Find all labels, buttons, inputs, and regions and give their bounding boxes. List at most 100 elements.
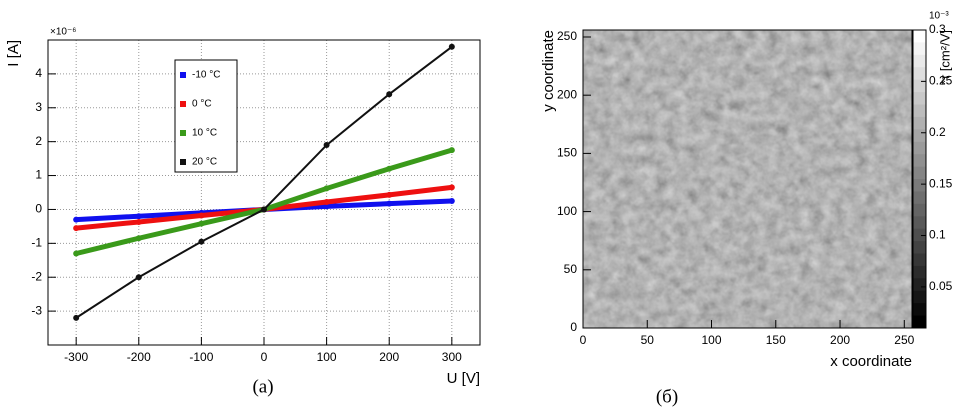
colorbar-band (913, 216, 926, 230)
colorbar-tick-label: 0.15 (929, 176, 953, 190)
colorbar-band (913, 203, 926, 217)
legend-label: 20 °C (192, 157, 217, 168)
legend (174, 59, 238, 173)
y-tick-label: -1 (31, 236, 42, 250)
colorbar-band (913, 92, 926, 105)
colorbar-band (913, 30, 926, 43)
colorbar-band (913, 265, 926, 279)
colorbar-band (913, 141, 926, 155)
data-point (198, 220, 205, 227)
y-tick-label: 1 (35, 168, 42, 182)
colorbar-band (913, 129, 926, 143)
colorbar-band (913, 241, 926, 254)
data-point (261, 206, 267, 213)
y-tick-label: 200 (557, 87, 577, 101)
colorbar-band (913, 303, 926, 317)
colorbar-label: *τ [cm²/V] (937, 30, 952, 85)
data-point (386, 191, 393, 198)
legend-label: -10 °C (192, 70, 220, 81)
y-tick-label: 100 (557, 204, 577, 218)
colorbar-band (913, 104, 926, 118)
x-tick-label: 250 (894, 333, 914, 347)
colorbar-tick-label: 0.2 (929, 125, 946, 139)
plot-frame (582, 29, 913, 329)
data-point (448, 147, 455, 154)
data-point (198, 238, 205, 245)
data-point (198, 212, 205, 219)
y-tick-label: 4 (35, 66, 42, 80)
y-tick-label: 50 (564, 262, 578, 276)
colorbar-band (913, 42, 926, 56)
data-point (73, 225, 80, 232)
x-tick-label: 0 (261, 350, 268, 364)
caption: (a) (252, 376, 273, 397)
colorbar-band (913, 67, 926, 81)
colorbar-frame (912, 29, 927, 329)
y-tick-label: 3 (35, 100, 42, 114)
legend-swatch (180, 72, 186, 78)
data-point (323, 198, 330, 205)
y-multiplier: ×10⁻⁶ (50, 27, 76, 38)
y-tick-label: 0 (35, 202, 42, 216)
x-tick-label: 0 (580, 333, 587, 347)
legend-swatch (180, 130, 186, 136)
x-tick-label: -100 (189, 350, 213, 364)
y-axis-label: I [A] (5, 40, 22, 67)
colorbar-band (913, 191, 926, 205)
y-tick-label: -2 (31, 269, 42, 283)
data-point (135, 213, 142, 220)
legend-label: 10 °C (192, 128, 217, 139)
colorbar-tick-label: 0.3 (929, 22, 946, 36)
colorbar-tick-label: 0.1 (929, 228, 946, 242)
data-point (386, 91, 393, 98)
x-tick-label: 300 (442, 350, 462, 364)
colorbar-band (913, 179, 926, 192)
data-point (448, 43, 455, 50)
y-tick-label: 0 (570, 320, 577, 334)
legend-swatch (180, 101, 186, 107)
colorbar-band (913, 154, 926, 168)
x-tick-label: -300 (64, 350, 88, 364)
data-point (135, 274, 142, 281)
y-tick-label: 150 (557, 146, 577, 160)
data-point (135, 218, 142, 225)
x-axis-label: U [V] (447, 370, 480, 387)
x-tick-label: 150 (766, 333, 786, 347)
y-tick-label: 250 (557, 29, 577, 43)
x-tick-label: -200 (127, 350, 151, 364)
heatmap-image (583, 30, 912, 328)
x-tick-label: 100 (702, 333, 722, 347)
colorbar-band (913, 166, 926, 180)
y-tick-label: 2 (35, 134, 42, 148)
data-point (448, 184, 455, 191)
colorbar-band (913, 54, 926, 68)
data-point (73, 250, 80, 257)
caption: (б) (656, 386, 678, 407)
data-point (448, 197, 455, 204)
data-point (323, 203, 330, 210)
x-axis-label: x coordinate (830, 353, 912, 370)
colorbar-multiplier: 10⁻³ (929, 11, 949, 22)
legend-label: 0 °C (192, 99, 212, 110)
y-tick-label: -3 (31, 303, 42, 317)
colorbar-tick-label: 0.05 (929, 279, 953, 293)
colorbar-band (913, 228, 926, 242)
colorbar-tick-label: 0.25 (929, 74, 953, 88)
colorbar-band (913, 315, 926, 329)
x-tick-label: 200 (830, 333, 850, 347)
data-point (323, 185, 330, 192)
colorbar-band (913, 290, 926, 304)
data-point (386, 165, 393, 172)
data-point (135, 235, 142, 242)
x-tick-label: 100 (317, 350, 337, 364)
colorbar-band (913, 116, 926, 130)
y-axis-label: y coordinate (540, 30, 557, 112)
colorbar-band (913, 278, 926, 292)
x-tick-label: 200 (379, 350, 399, 364)
data-point (386, 200, 393, 207)
x-tick-label: 50 (641, 333, 655, 347)
data-point (323, 142, 330, 149)
legend-swatch (180, 159, 186, 165)
plot-frame (47, 39, 481, 346)
